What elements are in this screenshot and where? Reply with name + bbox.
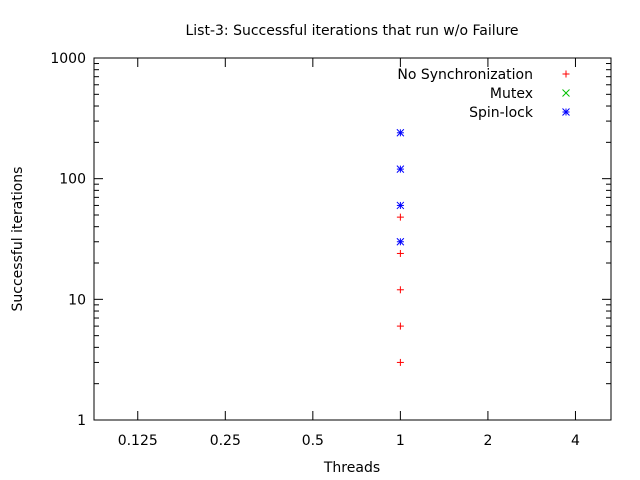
legend: No Synchronization Mutex Spin-lock	[397, 67, 570, 121]
legend-marker-no-synchronization	[562, 70, 570, 78]
point-no-synchronization	[396, 213, 404, 221]
point-no-synchronization	[396, 358, 404, 366]
x-tick-label: 0.125	[118, 433, 158, 449]
axis-ticks: 1 10 100 1000 0.125 0.25 0.5 1 2 4	[50, 51, 611, 449]
legend-label-mutex: Mutex	[490, 86, 533, 102]
plot-frame	[93, 57, 612, 421]
x-axis-label: Threads	[323, 460, 380, 476]
chart-title: List-3: Successful iterations that run w…	[185, 23, 518, 39]
x-tick-label: 1	[396, 433, 405, 449]
x-tick-label: 0.25	[210, 433, 241, 449]
point-no-synchronization	[396, 286, 404, 294]
y-tick-label: 10	[68, 292, 86, 308]
point-spin-lock	[396, 165, 405, 173]
legend-label-spin-lock: Spin-lock	[469, 105, 534, 121]
legend-label-no-synchronization: No Synchronization	[397, 67, 533, 83]
y-tick-label: 1	[77, 413, 86, 429]
legend-marker-spin-lock	[562, 108, 570, 116]
point-spin-lock	[396, 128, 405, 137]
point-spin-lock	[396, 237, 405, 246]
legend-marker-mutex	[562, 89, 570, 97]
x-tick-label: 4	[571, 433, 580, 449]
y-tick-label: 1000	[50, 51, 86, 67]
y-axis-label: Successful iterations	[10, 167, 26, 312]
x-tick-label: 2	[483, 433, 492, 449]
point-spin-lock	[396, 201, 405, 210]
y-tick-label: 100	[59, 172, 86, 188]
x-tick-label: 0.5	[302, 433, 324, 449]
data-points	[396, 128, 405, 366]
point-no-synchronization	[396, 249, 404, 257]
point-no-synchronization	[396, 322, 404, 330]
